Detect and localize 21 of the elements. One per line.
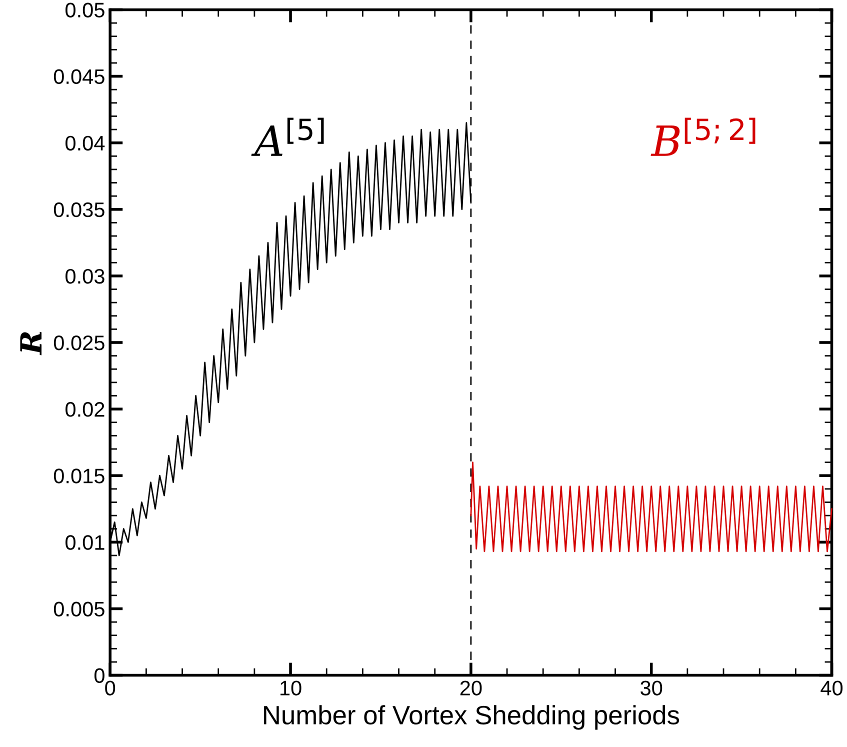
y-tick-label: 0.01: [66, 535, 104, 550]
annotation: A$^{[5]}$: [251, 118, 324, 156]
x-tick-label: 30: [640, 680, 662, 696]
y-tick-label: 0.005: [54, 602, 104, 616]
annotation: B$^{[5;2]}$: [650, 118, 756, 156]
y-tick-label: 0.03: [66, 268, 104, 284]
y-tick-label: 0.02: [66, 402, 104, 417]
y-tick-label: 0.04: [66, 136, 105, 151]
y-tick-label: 0.015: [54, 468, 104, 484]
y-tick-label: 0.05: [66, 2, 104, 18]
y-tick-label: 0.045: [54, 69, 104, 84]
x-tick-label: 0: [105, 680, 116, 696]
x-axis-title: Number of Vortex Shedding periods: [264, 705, 680, 730]
y-axis-title: R: [20, 332, 42, 356]
x-tick-label: 40: [820, 680, 843, 696]
line-series: [470, 462, 832, 552]
x-tick-label: 10: [280, 680, 302, 696]
y-tick-label: 0.035: [54, 202, 104, 218]
y-tick-label: 0: [94, 668, 104, 684]
x-tick-label: 20: [460, 680, 482, 696]
y-tick-label: 0.025: [54, 336, 104, 350]
